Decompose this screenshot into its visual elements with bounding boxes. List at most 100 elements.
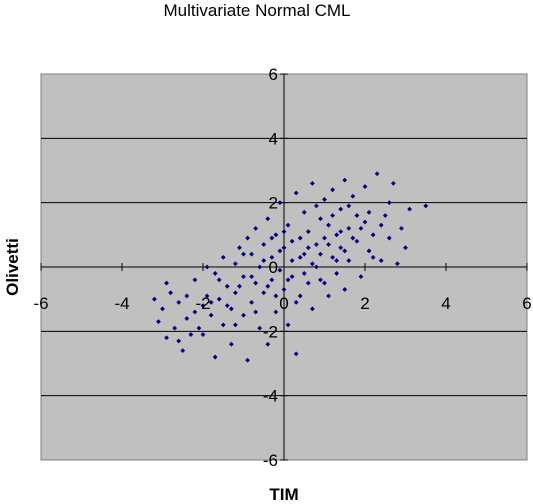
data-point [172,325,178,331]
data-point [216,277,222,283]
data-point [273,232,279,238]
data-point [249,251,254,257]
y-tick-label: 2 [269,194,278,213]
data-point [318,251,323,257]
data-point [257,325,263,331]
data-point [184,293,190,299]
data-point [245,235,250,241]
data-point [305,245,311,251]
data-point [269,254,275,260]
data-point [370,254,376,260]
data-point [358,274,364,280]
data-point [184,316,190,321]
y-tick-label: -4 [263,387,278,406]
data-point [200,332,206,337]
data-point [342,248,348,254]
data-point [293,190,299,196]
x-tick-label: -6 [33,294,48,313]
x-tick-label: 0 [279,294,288,313]
data-point [204,293,210,299]
data-point [204,264,210,270]
data-point [192,309,198,315]
data-point [314,242,319,247]
data-point [334,271,340,276]
data-point [358,226,364,231]
data-point [228,306,234,312]
data-point [297,235,303,241]
data-point [233,261,238,267]
data-point [237,245,242,251]
data-point [309,180,315,186]
data-point [249,274,254,280]
data-point [314,203,319,209]
data-point [386,235,392,241]
data-point [322,235,327,241]
data-point [245,357,250,363]
data-point [309,261,315,267]
data-point [224,283,230,289]
data-point [342,287,348,292]
data-point [285,222,291,228]
data-point [269,277,275,283]
data-point [289,238,295,244]
data-point [362,219,368,225]
data-point [354,213,360,218]
data-point [265,283,271,289]
data-point [192,277,198,283]
x-axis-label: TIM [269,485,298,504]
data-point [241,274,246,280]
data-point [289,274,295,280]
data-point [253,309,259,315]
axes [40,73,528,461]
x-tick-label: -4 [114,294,129,313]
data-point [261,290,267,296]
data-point [330,187,335,193]
data-point [326,222,331,228]
data-point [233,322,238,328]
data-point [399,226,404,231]
data-point [168,290,173,296]
data-point [318,216,323,222]
data-points [152,171,429,363]
data-point [228,341,234,347]
data-point [216,296,222,302]
data-point [196,325,202,331]
data-point [176,338,182,344]
data-point [338,245,344,251]
data-point [297,293,303,299]
data-point [208,299,214,305]
data-point [326,293,331,299]
data-point [423,203,429,209]
x-tick-label: 2 [360,294,369,313]
data-point [318,277,323,283]
y-tick-label: -6 [263,451,278,470]
x-tick-label: 6 [522,294,531,313]
x-tick-label: 4 [441,294,450,313]
data-point [346,258,352,263]
data-point [403,245,408,251]
data-point [241,251,246,257]
data-point [366,209,372,215]
data-point [338,206,344,212]
data-point [208,312,214,318]
y-axis-label: Olivetti [3,238,22,296]
data-point [338,229,344,235]
data-point [382,213,388,218]
data-point [265,216,271,222]
data-point [378,258,384,263]
data-point [273,309,279,315]
data-point [261,242,267,247]
data-point [346,226,352,231]
data-point [233,290,238,296]
data-point [407,206,412,212]
data-point [277,267,283,273]
data-point [253,280,259,286]
data-point [305,229,311,235]
data-point [301,271,307,276]
data-point [293,351,299,357]
data-point [354,238,360,244]
y-tick-label: 4 [269,129,278,148]
data-point [285,277,291,283]
